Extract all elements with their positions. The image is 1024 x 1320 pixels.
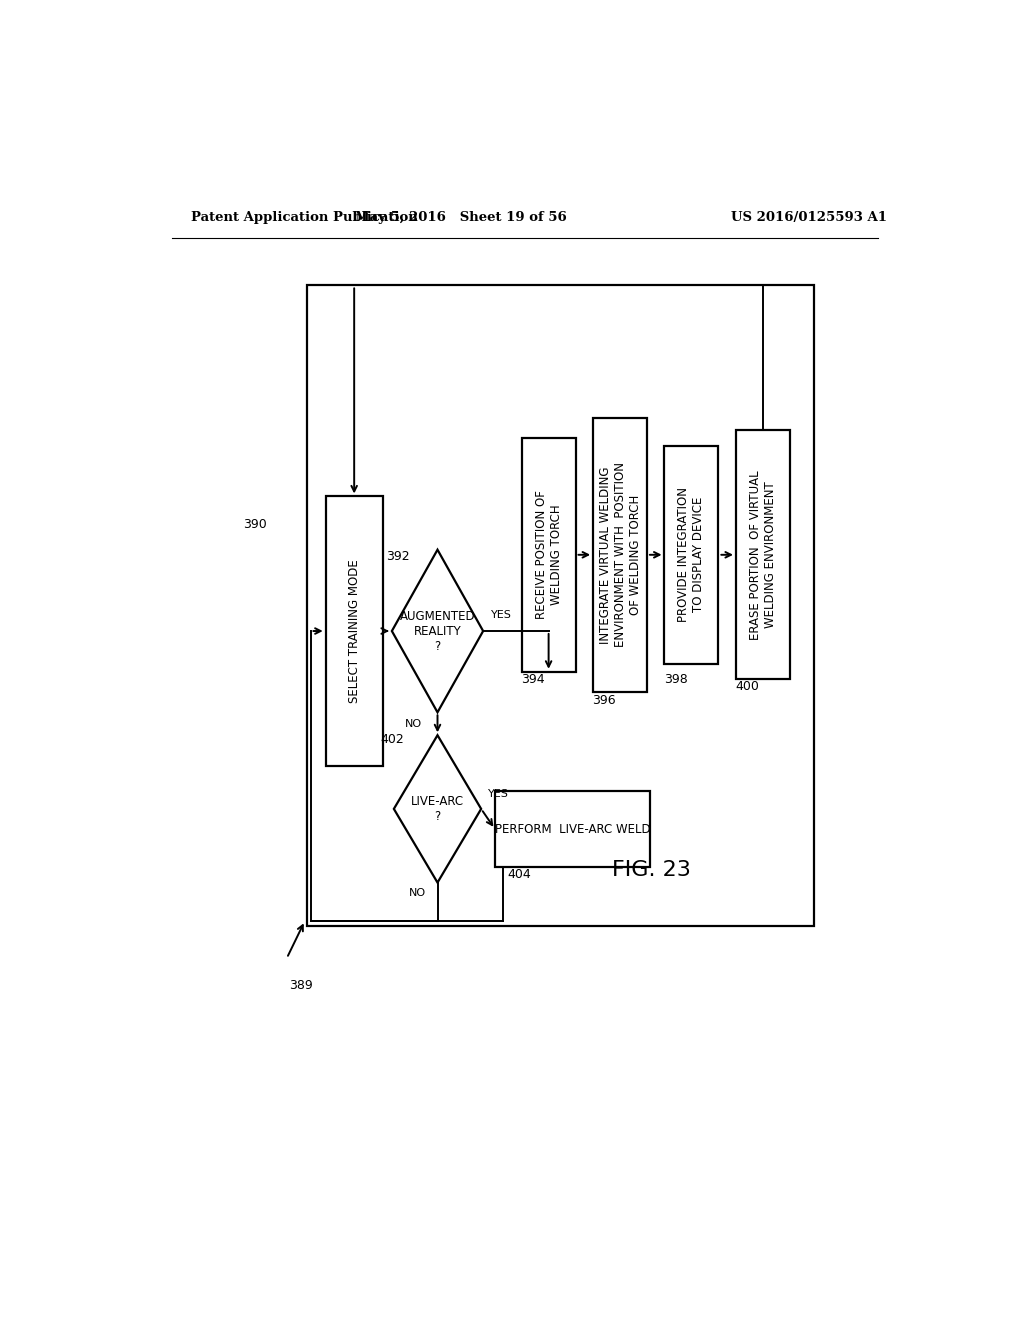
FancyBboxPatch shape <box>306 285 814 925</box>
Text: ERASE PORTION  OF VIRTUAL
WELDING ENVIRONMENT: ERASE PORTION OF VIRTUAL WELDING ENVIRON… <box>749 470 777 640</box>
Text: May 5, 2016   Sheet 19 of 56: May 5, 2016 Sheet 19 of 56 <box>355 211 567 224</box>
Text: 390: 390 <box>243 517 267 531</box>
Text: RECEIVE POSITION OF
WELDING TORCH: RECEIVE POSITION OF WELDING TORCH <box>535 490 562 619</box>
FancyBboxPatch shape <box>665 446 719 664</box>
FancyBboxPatch shape <box>736 430 790 680</box>
Text: 392: 392 <box>386 550 410 564</box>
Text: 404: 404 <box>507 869 531 882</box>
FancyBboxPatch shape <box>593 417 647 692</box>
Polygon shape <box>394 735 481 883</box>
Text: 400: 400 <box>735 680 759 693</box>
FancyBboxPatch shape <box>521 438 575 672</box>
FancyBboxPatch shape <box>495 791 650 867</box>
Text: PERFORM  LIVE-ARC WELD: PERFORM LIVE-ARC WELD <box>495 822 650 836</box>
Text: 389: 389 <box>289 978 313 991</box>
FancyBboxPatch shape <box>326 496 383 766</box>
Text: 402: 402 <box>381 734 404 746</box>
Polygon shape <box>392 549 483 713</box>
Text: 396: 396 <box>592 693 616 706</box>
Text: 394: 394 <box>521 673 545 686</box>
Text: NO: NO <box>410 888 426 898</box>
Text: Patent Application Publication: Patent Application Publication <box>191 211 418 224</box>
Text: NO: NO <box>406 719 422 729</box>
Text: INTEGRATE VIRTUAL WELDING
ENVIRONMENT WITH  POSITION
OF WELDING TORCH: INTEGRATE VIRTUAL WELDING ENVIRONMENT WI… <box>599 462 641 647</box>
Text: AUGMENTED
REALITY
?: AUGMENTED REALITY ? <box>399 610 475 652</box>
Text: 398: 398 <box>664 673 687 686</box>
Text: YES: YES <box>487 788 508 799</box>
Text: PROVIDE INTEGRATION
TO DISPLAY DEVICE: PROVIDE INTEGRATION TO DISPLAY DEVICE <box>678 487 706 622</box>
Text: US 2016/0125593 A1: US 2016/0125593 A1 <box>731 211 887 224</box>
Text: LIVE-ARC
?: LIVE-ARC ? <box>411 795 464 822</box>
Text: SELECT TRAINING MODE: SELECT TRAINING MODE <box>348 560 360 704</box>
Text: FIG. 23: FIG. 23 <box>612 859 691 880</box>
Text: YES: YES <box>492 610 512 620</box>
